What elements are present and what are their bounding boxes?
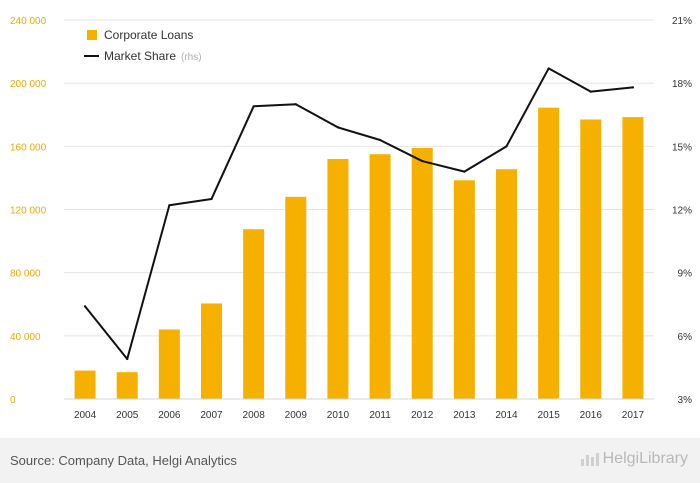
line-point [168, 204, 171, 207]
line-series [83, 67, 635, 361]
x-axis-tick-label: 2010 [327, 410, 350, 421]
bar [74, 370, 96, 399]
x-axis-tick-label: 2006 [158, 410, 181, 421]
brand-logo: HelgiLibrary [580, 450, 688, 468]
x-axis-tick-label: 2014 [495, 410, 518, 421]
right-axis-tick-label: 9% [678, 269, 693, 280]
line-point [421, 159, 424, 163]
line-point [126, 357, 129, 361]
library-icon [580, 452, 599, 466]
line-point [210, 197, 213, 201]
x-axis-tick-label: 2013 [453, 410, 476, 421]
line-point [83, 305, 87, 308]
right-axis-tick-label: 3% [678, 395, 693, 406]
line-point [336, 126, 340, 129]
left-axis-tick-label: 200 000 [10, 79, 47, 90]
right-axis-tick-label: 18% [672, 79, 692, 90]
legend-market-share: Market Share [104, 49, 176, 63]
market-share-line [84, 67, 634, 360]
line-point [547, 67, 550, 70]
x-axis-tick-label: 2008 [243, 410, 266, 421]
bar-series [74, 107, 644, 400]
chart-svg: 0 40 000 80 000 120 000 160 000 200 000 240 00… [10, 16, 693, 421]
bar [243, 229, 265, 399]
right-axis-tick-label: 12% [672, 206, 692, 217]
left-axis-tick-label: 40 000 [10, 332, 41, 343]
legend-bar-marker [87, 30, 97, 40]
right-axis-tick-label: 6% [678, 332, 693, 343]
left-axis-tick-label: 80 000 [10, 269, 41, 280]
line-point [252, 105, 255, 108]
right-axis-tick-label: 21% [672, 16, 692, 27]
x-axis-tick-label: 2009 [285, 410, 308, 421]
x-axis-tick-label: 2012 [411, 410, 434, 421]
bar [496, 169, 517, 399]
x-axis-tick-label: 2016 [580, 410, 603, 421]
line-point [378, 138, 382, 142]
line-point [463, 170, 466, 173]
line-point [294, 103, 297, 106]
x-axis-tick-label: 2011 [369, 410, 391, 421]
footer-bar: Source: Company Data, Helgi Analytics He… [0, 438, 700, 483]
x-axis-tick-label: 2004 [74, 410, 97, 421]
bar [538, 107, 560, 400]
left-axis-tick-label: 0 [10, 395, 16, 406]
bar [622, 117, 644, 400]
brand-name: HelgiLibrary [602, 450, 688, 467]
line-point [631, 86, 635, 89]
left-axis-tick-label: 240 000 [10, 16, 47, 27]
x-axis-tick-label: 2005 [116, 410, 139, 421]
bar [158, 329, 180, 399]
left-axis-tick-label: 160 000 [10, 142, 47, 153]
bar [201, 303, 222, 399]
left-axis-tick-label: 120 000 [10, 206, 47, 217]
line-point [589, 90, 592, 93]
bar [285, 196, 307, 399]
x-axis-tick-label: 2015 [538, 410, 561, 421]
bar [411, 147, 433, 399]
bar [116, 372, 138, 399]
right-axis-tick-label: 15% [672, 142, 692, 153]
legend-market-share-suffix: (rhs) [181, 52, 202, 63]
bar [453, 180, 475, 399]
x-axis-tick-label: 2007 [200, 410, 223, 421]
bar [580, 119, 602, 400]
source-text: Source: Company Data, Helgi Analytics [10, 453, 237, 468]
legend-corporate-loans: Corporate Loans [104, 28, 193, 42]
x-axis-tick-label: 2017 [622, 410, 645, 421]
bar [369, 154, 391, 399]
legend: Corporate Loans Market Share (rhs) [84, 28, 202, 63]
bar [327, 158, 349, 399]
line-point [505, 145, 508, 148]
